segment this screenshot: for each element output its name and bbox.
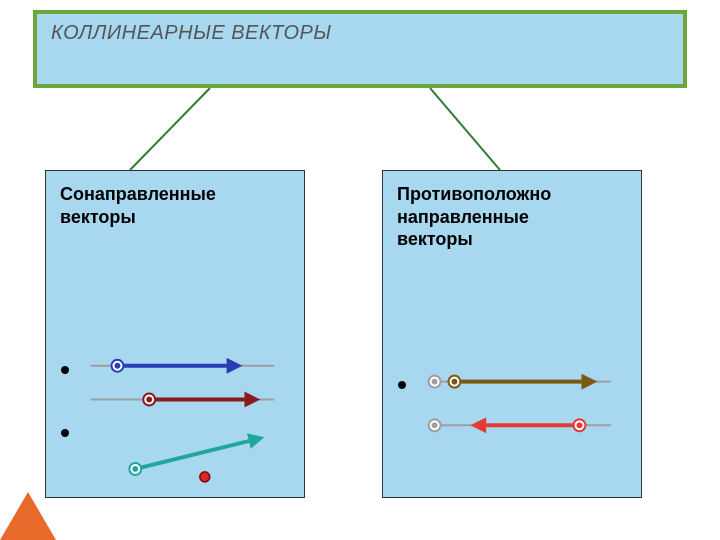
- bullet-dot: [61, 366, 69, 374]
- bullet-dot: [61, 429, 69, 437]
- header-title: КОЛЛИНЕАРНЫЕ ВЕКТОРЫ: [51, 22, 332, 44]
- corner-accent: [0, 492, 56, 540]
- panel-opposite: Противоположно направленные векторы: [382, 170, 642, 498]
- bullet-dot: [398, 381, 406, 389]
- header-box: КОЛЛИНЕАРНЫЕ ВЕКТОРЫ: [33, 10, 687, 88]
- panel-left-title: Сонаправленные векторы: [60, 183, 290, 228]
- panel-codirectional: Сонаправленные векторы: [45, 170, 305, 498]
- panel-right-title: Противоположно направленные векторы: [397, 183, 627, 251]
